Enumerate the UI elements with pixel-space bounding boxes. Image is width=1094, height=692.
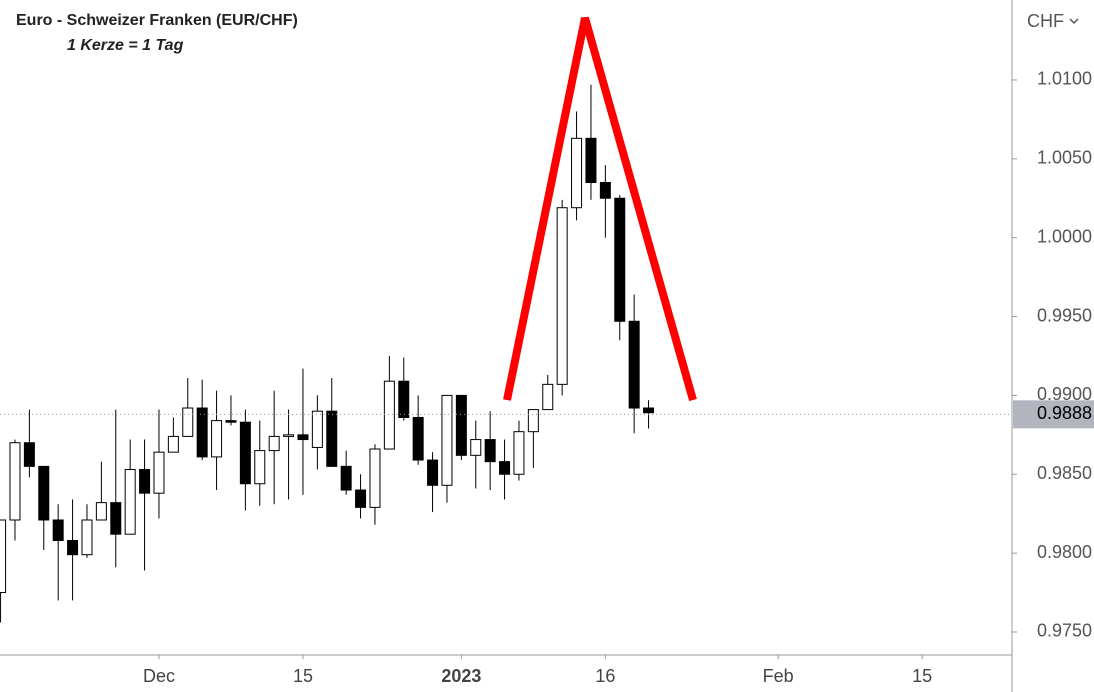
candle-body	[153, 451, 165, 494]
y-tick-label: 0.9750	[1037, 621, 1092, 641]
candle-body	[326, 410, 338, 467]
candle-body	[527, 409, 539, 433]
candle-body	[441, 394, 453, 486]
candle-body	[225, 420, 237, 423]
y-tick-label: 0.9800	[1037, 542, 1092, 562]
candle-body	[0, 519, 7, 594]
currency-label[interactable]: CHF	[1027, 11, 1064, 31]
plot-area	[0, 84, 1012, 623]
candle-body	[311, 410, 323, 448]
candle-body	[81, 519, 93, 556]
candle-body	[599, 181, 611, 199]
candle-body	[383, 380, 395, 450]
candle-body	[239, 421, 251, 485]
x-tick-label: 16	[595, 666, 615, 686]
candle-body	[297, 434, 309, 441]
y-tick-label: 0.9850	[1037, 463, 1092, 483]
last-price-box	[1013, 400, 1094, 429]
candle-body	[110, 502, 122, 535]
candle-body	[355, 489, 367, 508]
candle-body	[268, 435, 280, 452]
candle-body	[139, 469, 151, 494]
candle-body	[542, 383, 554, 411]
candle-body	[95, 502, 107, 521]
candle-body	[614, 197, 626, 322]
last-price-label: 0.9888	[1037, 403, 1092, 423]
candle-body	[23, 442, 35, 467]
candle-body	[283, 434, 295, 437]
candle-body	[571, 137, 583, 209]
y-tick-label: 1.0000	[1037, 226, 1092, 246]
candle-body	[455, 394, 467, 456]
x-tick-label: 15	[912, 666, 932, 686]
candle-body	[167, 435, 179, 453]
chart-subtitle: 1 Kerze = 1 Tag	[67, 37, 184, 54]
peak-annotation	[503, 16, 697, 402]
candle-body	[211, 420, 223, 458]
x-tick-label: Feb	[763, 666, 794, 686]
candle-body	[412, 416, 424, 461]
candle-body	[38, 465, 50, 521]
candle-body	[52, 519, 64, 541]
candle-body	[369, 448, 381, 508]
candle-body	[643, 407, 655, 414]
candle-body	[470, 439, 482, 456]
x-tick-label: 15	[293, 666, 313, 686]
candle-body	[340, 465, 352, 491]
x-tick-label: 2023	[441, 666, 481, 686]
candle-body	[9, 442, 21, 521]
y-tick-label: 0.9900	[1037, 384, 1092, 404]
candle-body	[556, 207, 568, 385]
candle-body	[585, 137, 597, 183]
x-tick-label: Dec	[143, 666, 175, 686]
candle-body	[398, 380, 410, 418]
y-tick-label: 1.0100	[1037, 69, 1092, 89]
candle-body	[484, 439, 496, 463]
y-tick-label: 0.9950	[1037, 305, 1092, 325]
y-tick-label: 1.0050	[1037, 148, 1092, 168]
candle-body	[124, 469, 136, 535]
candle-body	[67, 539, 79, 556]
candle-body	[254, 450, 266, 485]
candle-body	[196, 407, 208, 458]
candle-body	[427, 459, 439, 486]
currency-chevron[interactable]	[1069, 18, 1079, 25]
candle-body	[628, 320, 640, 409]
chart-title: Euro - Schweizer Franken (EUR/CHF)	[16, 12, 298, 29]
candle-body	[499, 461, 511, 475]
candle-body	[513, 431, 525, 475]
candle-body	[182, 407, 194, 437]
